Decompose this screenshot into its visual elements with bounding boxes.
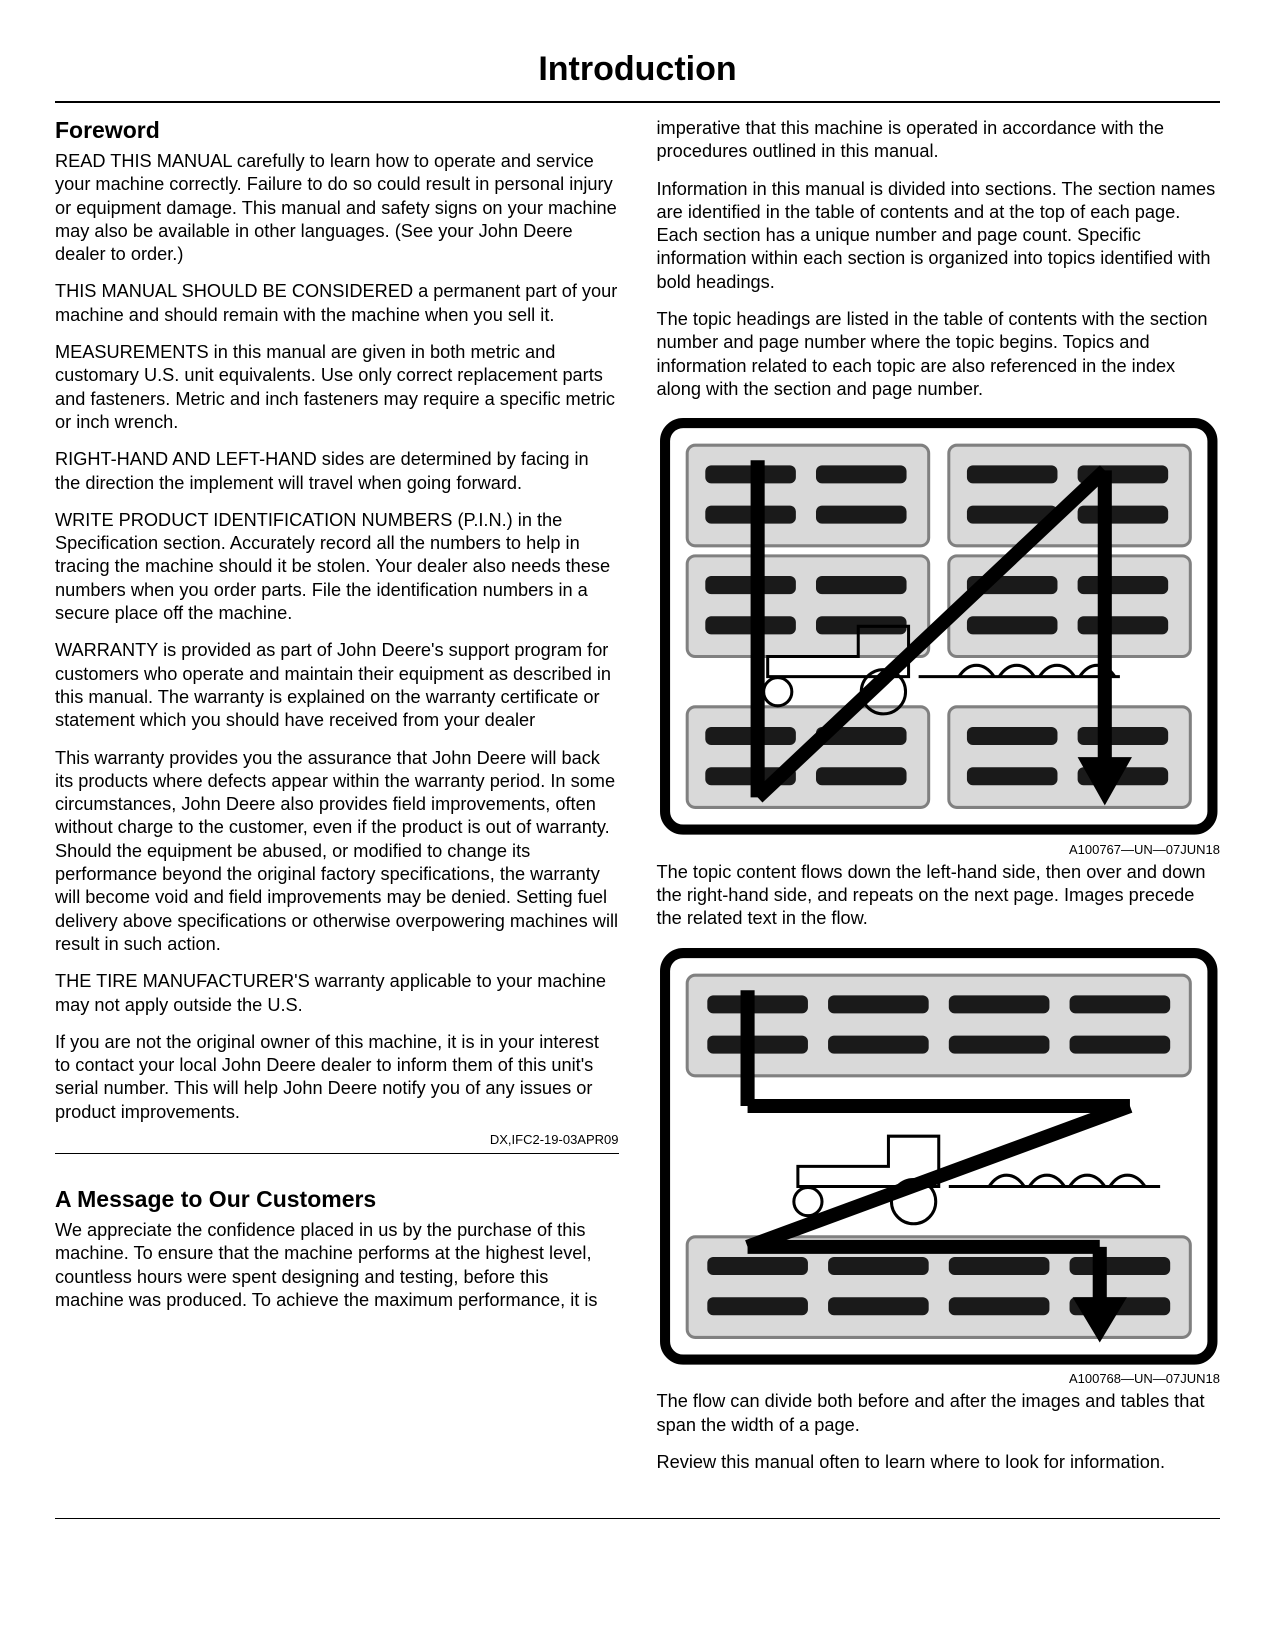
foreword-doc-code: DX,IFC2-19-03APR09 — [55, 1132, 619, 1147]
foreword-para-8: THE TIRE MANUFACTURER'S warranty applica… — [55, 970, 619, 1017]
flow-diagram-z-icon — [657, 945, 1221, 1368]
foreword-heading: Foreword — [55, 117, 619, 144]
figure-2-caption: A100768—UN—07JUN18 — [657, 1371, 1221, 1386]
right-para-3: The topic headings are listed in the tab… — [657, 308, 1221, 401]
flow-diagram-n-icon — [657, 415, 1221, 838]
foreword-para-4: RIGHT-HAND AND LEFT-HAND sides are deter… — [55, 448, 619, 495]
foreword-para-6: WARRANTY is provided as part of John Dee… — [55, 639, 619, 732]
right-para-6: Review this manual often to learn where … — [657, 1451, 1221, 1474]
foreword-para-9: If you are not the original owner of thi… — [55, 1031, 619, 1124]
right-para-4: The topic content flows down the left-ha… — [657, 861, 1221, 931]
content-columns: Foreword READ THIS MANUAL carefully to l… — [55, 117, 1220, 1488]
figure-1-caption: A100767—UN—07JUN18 — [657, 842, 1221, 857]
foreword-para-7: This warranty provides you the assurance… — [55, 747, 619, 957]
foreword-para-5: WRITE PRODUCT IDENTIFICATION NUMBERS (P.… — [55, 509, 619, 625]
foreword-para-1: READ THIS MANUAL carefully to learn how … — [55, 150, 619, 266]
page-title: Introduction — [55, 50, 1220, 103]
footer-rule — [55, 1518, 1220, 1519]
section-divider — [55, 1153, 619, 1154]
right-para-2: Information in this manual is divided in… — [657, 178, 1221, 294]
right-para-5: The flow can divide both before and afte… — [657, 1390, 1221, 1437]
message-para-1: We appreciate the confidence placed in u… — [55, 1219, 619, 1312]
message-heading: A Message to Our Customers — [55, 1186, 619, 1213]
flow-figure-1 — [657, 415, 1221, 838]
right-para-1: imperative that this machine is operated… — [657, 117, 1221, 164]
flow-figure-2 — [657, 945, 1221, 1368]
foreword-para-2: THIS MANUAL SHOULD BE CONSIDERED a perma… — [55, 280, 619, 327]
foreword-para-3: MEASUREMENTS in this manual are given in… — [55, 341, 619, 434]
right-column: imperative that this machine is operated… — [657, 117, 1221, 1488]
left-column: Foreword READ THIS MANUAL carefully to l… — [55, 117, 619, 1488]
